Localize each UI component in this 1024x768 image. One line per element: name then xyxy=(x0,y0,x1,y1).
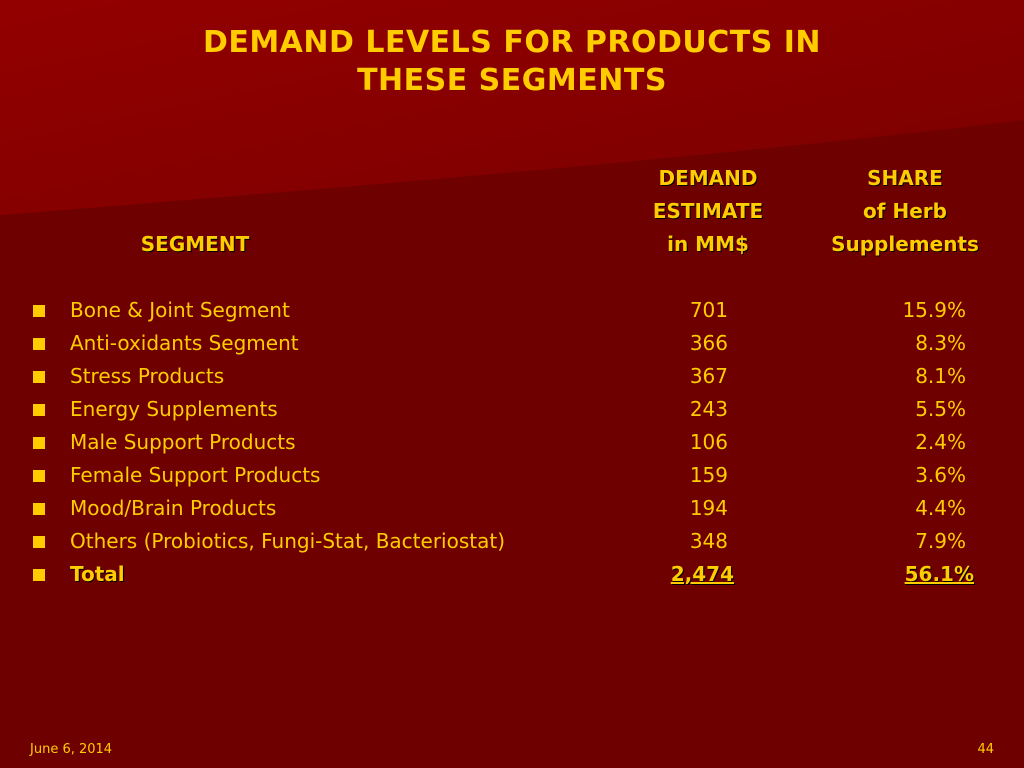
total-demand-value: 2,474 xyxy=(640,558,734,591)
segment-name: Male Support Products xyxy=(70,430,296,454)
share-value: 2.4% xyxy=(915,430,966,454)
segment-name: Others (Probiotics, Fungi-Stat, Bacterio… xyxy=(70,529,505,553)
segment-name: Anti-oxidants Segment xyxy=(70,331,299,355)
table-row: Female Support Products 159 3.6% xyxy=(0,459,1024,492)
demand-header: DEMAND ESTIMATE in MM$ xyxy=(628,162,788,261)
share-header-line-3: Supplements xyxy=(831,232,979,256)
demand-value: 106 xyxy=(689,430,728,454)
footer-date: June 6, 2014 xyxy=(30,742,113,757)
demand-value: 348 xyxy=(689,529,728,553)
square-bullet-icon xyxy=(33,437,45,449)
share-header: SHARE of Herb Supplements xyxy=(810,162,1000,261)
total-row: Total 2,474 56.1% xyxy=(0,558,1024,591)
table-row: Energy Supplements 243 5.5% xyxy=(0,393,1024,426)
demand-value: 367 xyxy=(689,364,728,388)
square-bullet-icon xyxy=(33,503,45,515)
table-row: Mood/Brain Products 194 4.4% xyxy=(0,492,1024,525)
segment-header: SEGMENT xyxy=(140,232,250,256)
demand-value: 701 xyxy=(689,298,728,322)
square-bullet-icon xyxy=(33,338,45,350)
segment-name: Female Support Products xyxy=(70,463,321,487)
square-bullet-icon xyxy=(33,536,45,548)
demand-header-line-3: in MM$ xyxy=(667,232,749,256)
demand-value: 366 xyxy=(689,331,728,355)
square-bullet-icon xyxy=(33,569,45,581)
table-row: Anti-oxidants Segment 366 8.3% xyxy=(0,327,1024,360)
slide-title: DEMAND LEVELS FOR PRODUCTS IN THESE SEGM… xyxy=(0,24,1024,100)
title-line-2: THESE SEGMENTS xyxy=(357,63,667,98)
square-bullet-icon xyxy=(33,371,45,383)
demand-value: 159 xyxy=(689,463,728,487)
square-bullet-icon xyxy=(33,305,45,317)
share-value: 3.6% xyxy=(915,463,966,487)
total-demand-text: 2,474 xyxy=(670,562,734,586)
share-value: 15.9% xyxy=(902,298,966,322)
title-line-1: DEMAND LEVELS FOR PRODUCTS IN xyxy=(202,25,822,60)
segment-name: Bone & Joint Segment xyxy=(70,298,290,322)
share-value: 5.5% xyxy=(915,397,966,421)
segment-name: Energy Supplements xyxy=(70,397,278,421)
share-value: 8.1% xyxy=(915,364,966,388)
square-bullet-icon xyxy=(33,470,45,482)
demand-header-line-2: ESTIMATE xyxy=(652,199,764,223)
share-value: 4.4% xyxy=(915,496,966,520)
table-row: Stress Products 367 8.1% xyxy=(0,360,1024,393)
square-bullet-icon xyxy=(33,404,45,416)
page-number: 44 xyxy=(977,742,994,757)
total-share-text: 56.1% xyxy=(904,562,974,586)
table-row: Bone & Joint Segment 701 15.9% xyxy=(0,294,1024,327)
segment-name: Mood/Brain Products xyxy=(70,496,277,520)
total-share-value: 56.1% xyxy=(860,558,974,591)
total-label: Total xyxy=(70,562,125,586)
share-value: 7.9% xyxy=(915,529,966,553)
segment-name: Stress Products xyxy=(70,364,225,388)
demand-value: 243 xyxy=(689,397,728,421)
table-row: Male Support Products 106 2.4% xyxy=(0,426,1024,459)
demand-value: 194 xyxy=(689,496,728,520)
share-value: 8.3% xyxy=(915,331,966,355)
table-row: Others (Probiotics, Fungi-Stat, Bacterio… xyxy=(0,525,1024,558)
demand-header-line-1: DEMAND xyxy=(658,166,758,190)
share-header-line-2: of Herb xyxy=(863,199,947,223)
share-header-line-1: SHARE xyxy=(867,166,943,190)
